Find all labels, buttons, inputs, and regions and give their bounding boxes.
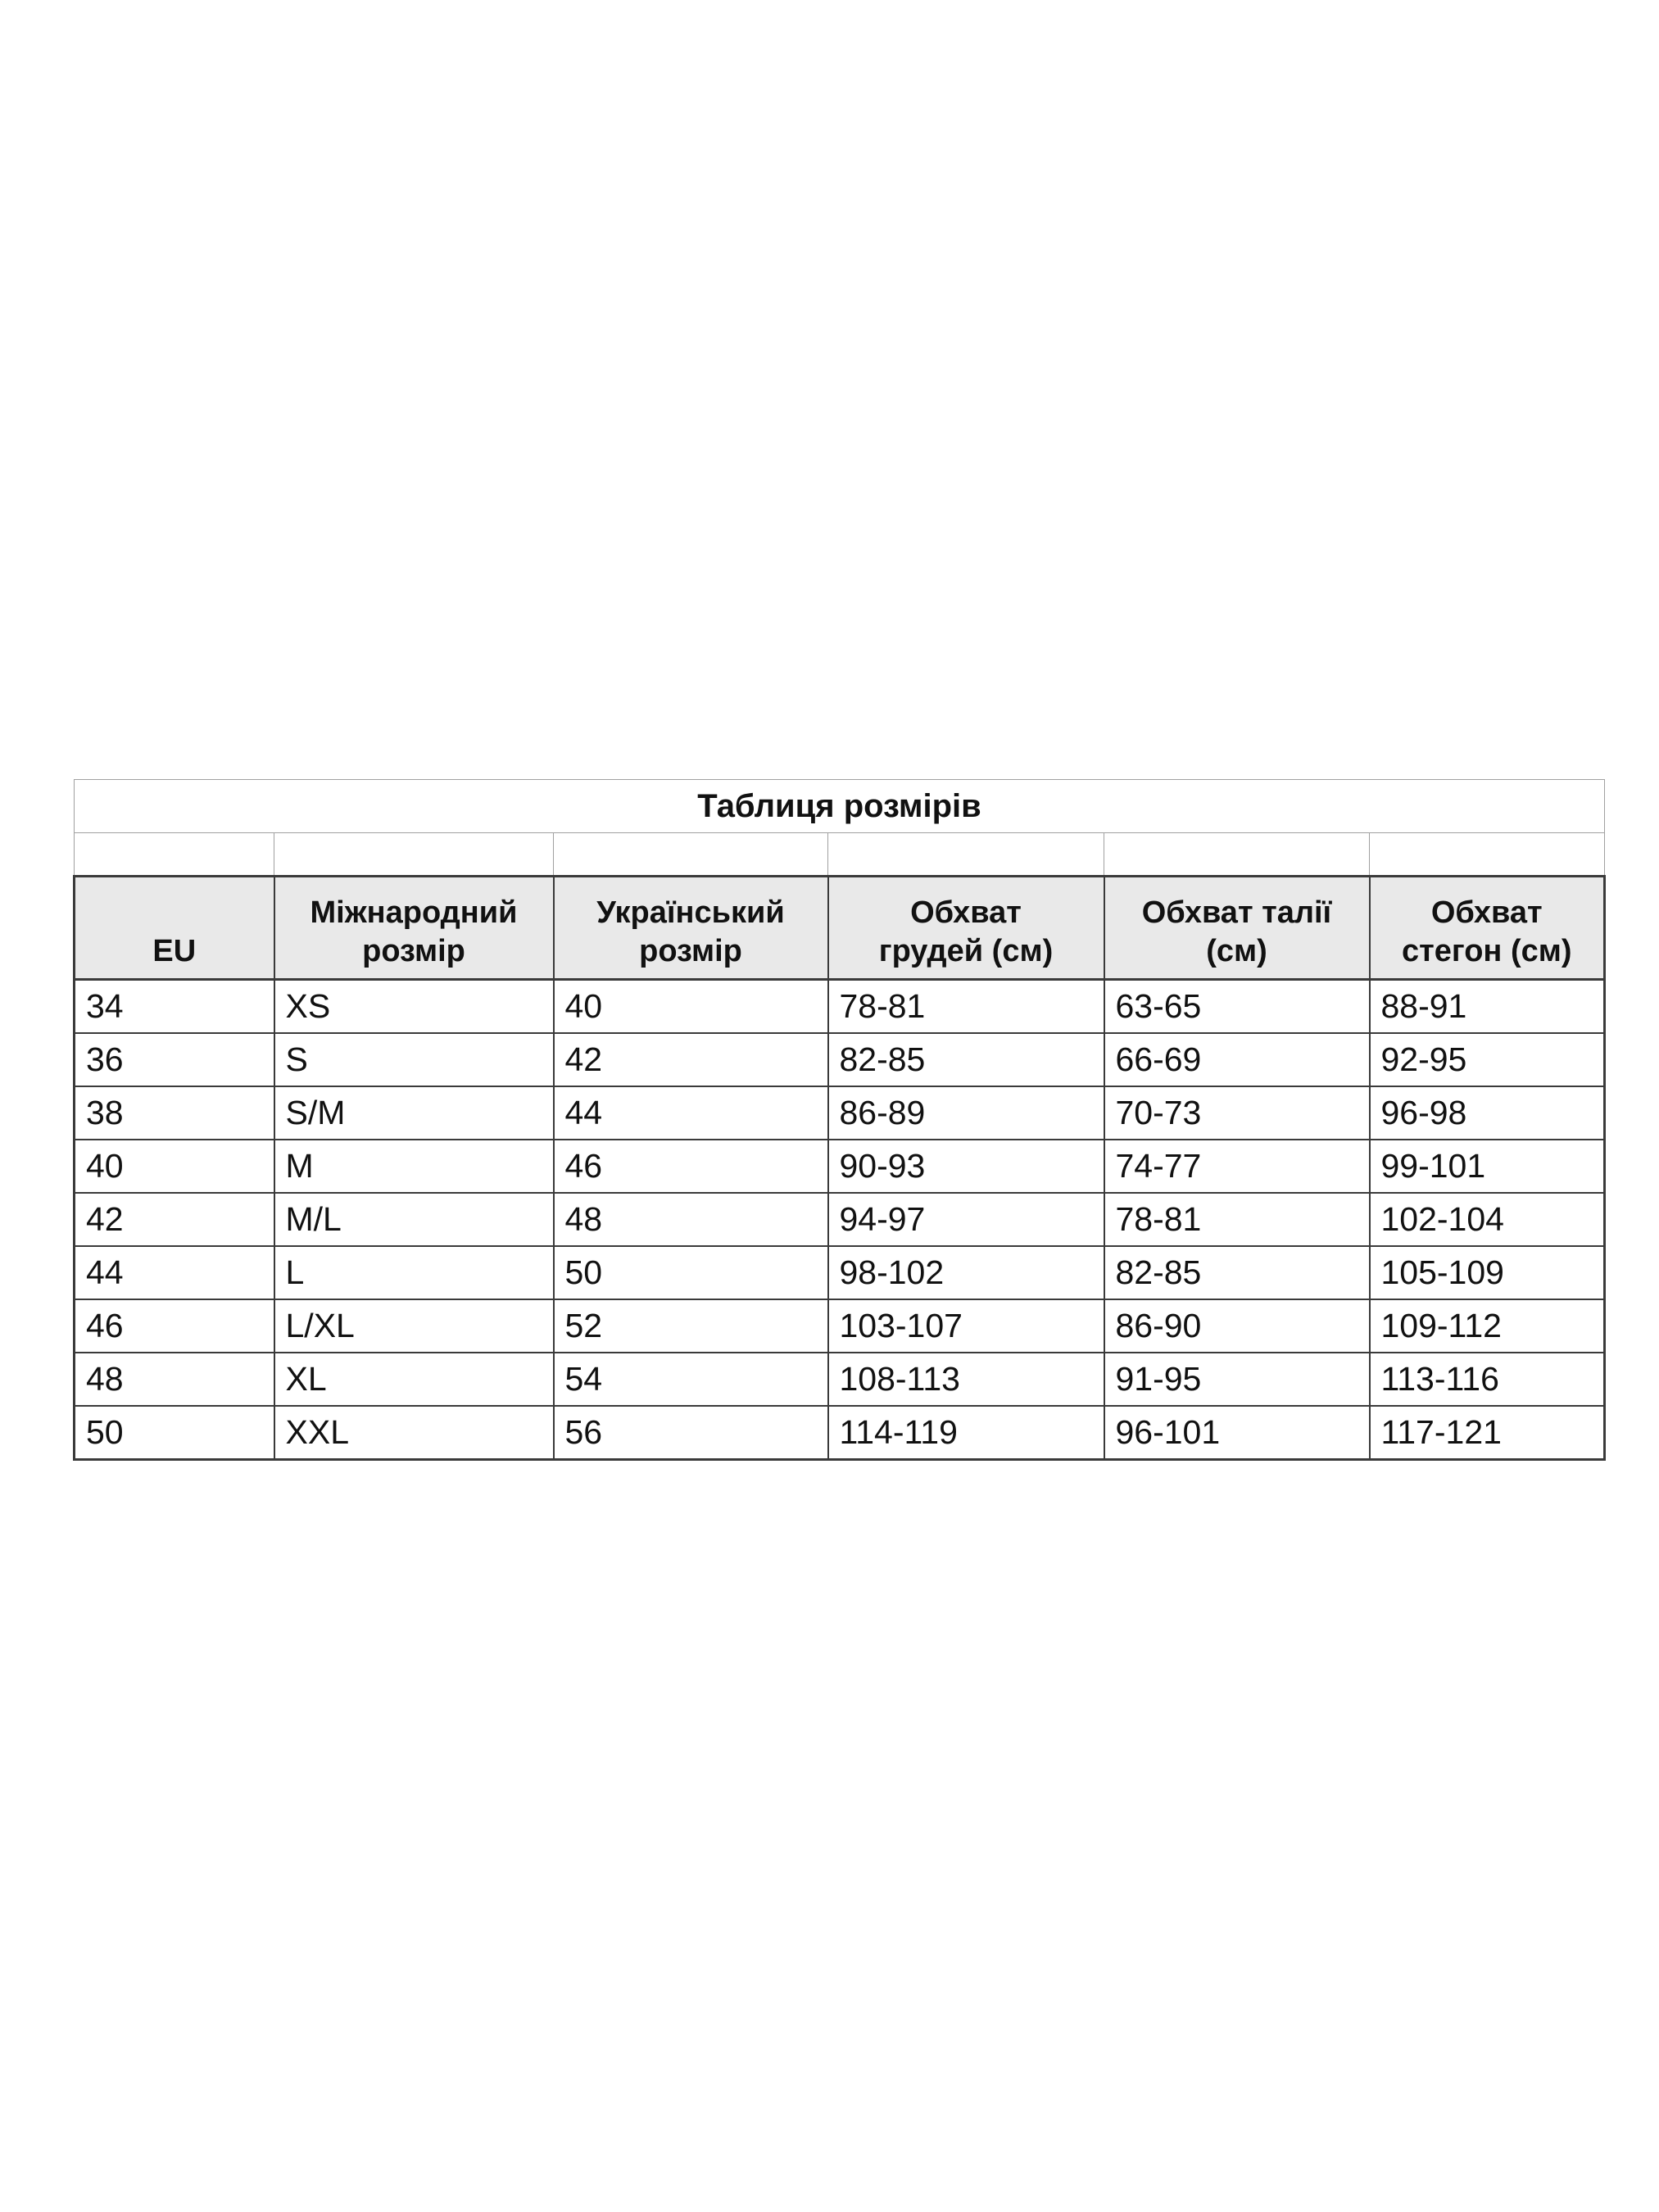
table-row: 44 L 50 98-102 82-85 105-109 <box>73 1245 1607 1300</box>
column-header-waist: Обхват талії (см) <box>1103 875 1371 981</box>
size-chart-table: Таблиця розмірів EU Міжнародний розмір У… <box>73 779 1607 1461</box>
table-cell: 40 <box>552 978 829 1034</box>
table-cell: M/L <box>273 1192 555 1247</box>
table-title: Таблиця розмірів <box>73 779 1606 833</box>
table-row: 46 L/XL 52 103-107 86-90 109-112 <box>73 1299 1607 1353</box>
table-cell: 34 <box>73 978 275 1034</box>
spacer-cell <box>74 832 274 877</box>
table-cell: 46 <box>73 1299 275 1353</box>
table-cell: 82-85 <box>1103 1245 1371 1300</box>
table-cell: 42 <box>552 1032 829 1087</box>
table-cell: 88-91 <box>1368 978 1607 1034</box>
table-row: 38 S/M 44 86-89 70-73 96-98 <box>73 1086 1607 1140</box>
table-cell: 36 <box>73 1032 275 1087</box>
table-cell: 108-113 <box>827 1352 1105 1407</box>
table-row: 42 M/L 48 94-97 78-81 102-104 <box>73 1192 1607 1247</box>
table-cell: 52 <box>552 1299 829 1353</box>
table-cell: 94-97 <box>827 1192 1105 1247</box>
table-cell: 105-109 <box>1368 1245 1607 1300</box>
table-cell: 44 <box>552 1086 829 1140</box>
table-cell: 91-95 <box>1103 1352 1371 1407</box>
table-cell: 44 <box>73 1245 275 1300</box>
table-cell: XXL <box>273 1405 555 1461</box>
table-row: 50 XXL 56 114-119 96-101 117-121 <box>73 1405 1607 1461</box>
table-cell: 50 <box>552 1245 829 1300</box>
table-cell: S/M <box>273 1086 555 1140</box>
table-cell: 63-65 <box>1103 978 1371 1034</box>
table-cell: XS <box>273 978 555 1034</box>
size-chart: Таблиця розмірів EU Міжнародний розмір У… <box>73 779 1607 1461</box>
table-cell: 82-85 <box>827 1032 1105 1087</box>
title-row: Таблиця розмірів <box>73 779 1606 833</box>
table-cell: 117-121 <box>1368 1405 1607 1461</box>
table-cell: 96-101 <box>1103 1405 1371 1461</box>
table-cell: 46 <box>552 1139 829 1194</box>
table-row: 40 M 46 90-93 74-77 99-101 <box>73 1139 1607 1194</box>
column-header-eu: EU <box>73 875 275 981</box>
table-cell: 102-104 <box>1368 1192 1607 1247</box>
spacer-cell <box>827 832 1104 877</box>
table-cell: 78-81 <box>827 978 1105 1034</box>
table-cell: 98-102 <box>827 1245 1105 1300</box>
column-header-hips: Обхват стегон (см) <box>1368 875 1607 981</box>
table-row: 48 XL 54 108-113 91-95 113-116 <box>73 1352 1607 1407</box>
table-row: 36 S 42 82-85 66-69 92-95 <box>73 1032 1607 1087</box>
spacer-cell <box>274 832 554 877</box>
table-cell: 50 <box>73 1405 275 1461</box>
table-cell: 109-112 <box>1368 1299 1607 1353</box>
table-cell: XL <box>273 1352 555 1407</box>
table-cell: L <box>273 1245 555 1300</box>
table-cell: 74-77 <box>1103 1139 1371 1194</box>
table-cell: 48 <box>73 1352 275 1407</box>
table-cell: 90-93 <box>827 1139 1105 1194</box>
table-cell: 40 <box>73 1139 275 1194</box>
spacer-cell <box>1368 832 1606 877</box>
spacer-cell <box>1104 832 1370 877</box>
table-cell: S <box>273 1032 555 1087</box>
table-cell: 113-116 <box>1368 1352 1607 1407</box>
table-cell: 86-89 <box>827 1086 1105 1140</box>
table-cell: 78-81 <box>1103 1192 1371 1247</box>
table-cell: 103-107 <box>827 1299 1105 1353</box>
spacer-row <box>74 832 1606 877</box>
column-header-international-size: Міжнародний розмір <box>273 875 555 981</box>
table-cell: M <box>273 1139 555 1194</box>
table-cell: 70-73 <box>1103 1086 1371 1140</box>
table-cell: 42 <box>73 1192 275 1247</box>
spacer-cell <box>553 832 828 877</box>
table-cell: 92-95 <box>1368 1032 1607 1087</box>
table-cell: 99-101 <box>1368 1139 1607 1194</box>
column-header-chest: Обхват грудей (см) <box>827 875 1105 981</box>
table-cell: 86-90 <box>1103 1299 1371 1353</box>
table-cell: 38 <box>73 1086 275 1140</box>
column-header-ukrainian-size: Український розмір <box>552 875 829 981</box>
header-row: EU Міжнародний розмір Український розмір… <box>73 875 1607 981</box>
table-cell: 54 <box>552 1352 829 1407</box>
table-cell: L/XL <box>273 1299 555 1353</box>
table-cell: 66-69 <box>1103 1032 1371 1087</box>
table-cell: 96-98 <box>1368 1086 1607 1140</box>
table-cell: 114-119 <box>827 1405 1105 1461</box>
table-row: 34 XS 40 78-81 63-65 88-91 <box>73 978 1607 1034</box>
table-cell: 48 <box>552 1192 829 1247</box>
table-cell: 56 <box>552 1405 829 1461</box>
